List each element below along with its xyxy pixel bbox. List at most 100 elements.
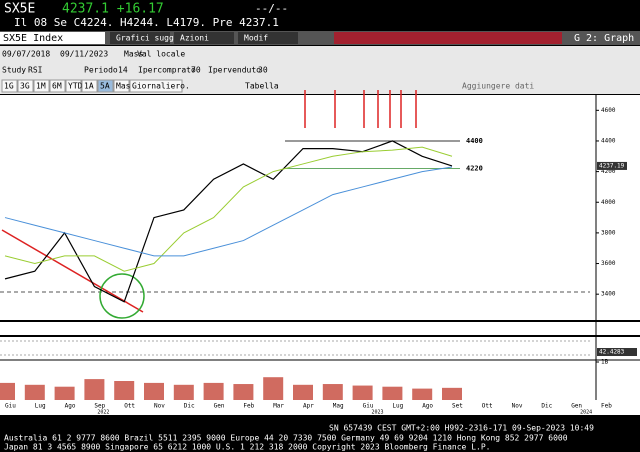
range-button[interactable]	[49, 79, 66, 93]
add-data[interactable]: Aggiungere dati	[462, 82, 534, 91]
range-label: YTD	[68, 82, 83, 91]
volume-bar	[0, 382, 15, 400]
range-button[interactable]	[81, 79, 98, 93]
footer-line: Japan 81 3 4565 8900 Singapore 65 6212 1…	[4, 443, 490, 452]
range-label: 3G	[20, 82, 30, 91]
os[interactable]: 30	[258, 66, 268, 75]
button-label: Grafici suggeriti	[116, 34, 198, 43]
volume-bar	[352, 385, 373, 400]
volume-bar	[263, 377, 284, 400]
x-tick-label: Nov	[512, 403, 523, 410]
year-label: 2022	[97, 410, 109, 416]
y-tick-label: 4600	[601, 107, 616, 114]
volume-bar	[233, 384, 254, 400]
quote-detail: Il 08 Se C4224. H4244. L4179. Pre 4237.1	[14, 16, 279, 29]
range-label: 1M	[36, 82, 46, 91]
study[interactable]: RSI	[28, 66, 43, 75]
y-tick-label: 4000	[601, 199, 616, 206]
range-label: Giornaliero.	[132, 82, 190, 91]
x-tick-label: Giu	[363, 403, 374, 410]
x-tick-label: Set	[452, 403, 463, 410]
x-tick-label: Lug	[392, 403, 403, 410]
x-tick-label: Mag	[333, 403, 344, 410]
price-line	[4, 146, 453, 272]
x-tick-label: Gen	[214, 403, 225, 410]
price-line	[4, 140, 453, 303]
y-tick-label: 4400	[601, 137, 616, 144]
volume-bar	[114, 381, 135, 400]
trend-line	[1, 229, 144, 313]
ob-label: Ipercomprato	[138, 66, 196, 75]
range-button[interactable]	[65, 79, 82, 93]
red-bar	[334, 32, 562, 44]
table-button[interactable]: Tabella	[245, 82, 279, 91]
rsi-label-box	[597, 348, 637, 356]
y-tick-label: 3400	[601, 291, 616, 298]
volume-bar	[412, 388, 433, 400]
year-label: 2023	[372, 410, 384, 416]
volume-bar	[173, 384, 194, 400]
x-tick-label: Ago	[422, 403, 433, 410]
volume-bar	[144, 382, 164, 400]
x-tick-label: Giu	[5, 403, 16, 410]
session: SN 657439 CEST GMT+2:00 H992-2316-171 09…	[329, 424, 594, 433]
start-date[interactable]: 09/07/2018	[2, 50, 50, 59]
y-tick-label: 3800	[601, 229, 616, 236]
x-tick-label: Apr	[303, 403, 314, 410]
os-label: Ipervenduto	[208, 66, 261, 75]
level-label: 4400	[466, 137, 483, 145]
y-tick-label: 1B	[601, 359, 609, 366]
level-label: 4220	[466, 165, 483, 173]
scale[interactable]: Mass	[124, 50, 143, 59]
ob[interactable]: 70	[191, 66, 201, 75]
graph-name: G 2: Graph 1	[574, 33, 640, 44]
volume-bar	[203, 382, 224, 400]
range-label: Mass	[116, 82, 135, 91]
x-tick-label: Dic	[541, 403, 552, 410]
range-button[interactable]	[97, 79, 114, 93]
security-field[interactable]	[0, 32, 105, 44]
rsi-label: 42.4283	[599, 349, 625, 356]
currency[interactable]: Val locale	[137, 50, 185, 59]
volume-bar	[293, 384, 313, 400]
time: --/--	[255, 2, 288, 15]
y-tick-label: 3600	[601, 260, 616, 267]
button[interactable]	[174, 32, 234, 44]
volume-bar	[382, 386, 403, 400]
range-button[interactable]	[33, 79, 50, 93]
range-button[interactable]	[129, 79, 183, 93]
price-line	[4, 166, 453, 257]
x-tick-label: Ago	[65, 403, 76, 410]
x-tick-label: Feb	[601, 403, 612, 410]
chart-area	[0, 95, 640, 401]
x-tick-label: Gen	[571, 403, 582, 410]
year-label: 2024	[580, 410, 592, 416]
volume-bar	[54, 386, 75, 400]
range-button[interactable]	[17, 79, 34, 93]
study-label: Study	[2, 66, 26, 75]
x-tick-label: Nov	[154, 403, 165, 410]
x-axis-area	[0, 401, 640, 415]
last-price: 4237.19	[599, 162, 625, 169]
end-date[interactable]: 09/11/2023	[60, 50, 108, 59]
y-tick-label: 4200	[601, 168, 616, 175]
x-tick-label: Dic	[184, 403, 195, 410]
x-tick-label: Sep	[94, 403, 105, 410]
button[interactable]	[238, 32, 298, 44]
x-tick-label: Lug	[35, 403, 46, 410]
range-button[interactable]	[1, 79, 18, 93]
security: SX5E Index	[3, 33, 63, 44]
volume-bar	[84, 379, 105, 400]
button[interactable]	[110, 32, 170, 44]
period[interactable]: 14	[118, 66, 128, 75]
range-label: 1A	[84, 82, 94, 91]
arrows	[304, 90, 417, 128]
range-button[interactable]	[113, 79, 130, 93]
highlight-circle	[99, 273, 145, 319]
x-tick-label: Ott	[482, 403, 493, 410]
period-label: Periodo	[84, 66, 118, 75]
button-label: Modif	[244, 34, 268, 43]
range-label: 1G	[4, 82, 14, 91]
ticker: SX5E	[4, 2, 35, 17]
